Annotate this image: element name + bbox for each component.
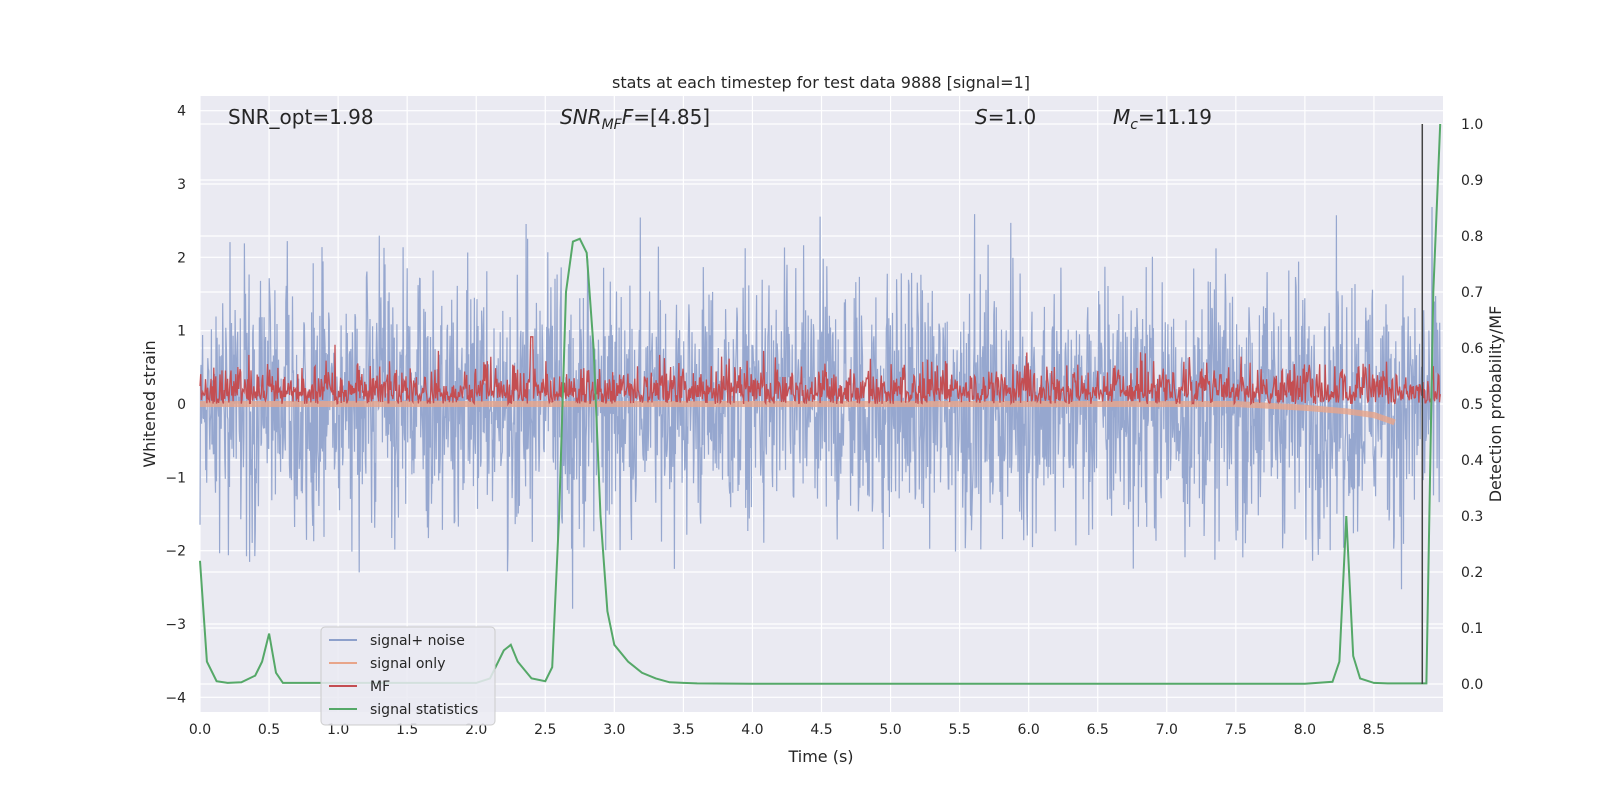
y-right-tick-label: 1.0	[1461, 117, 1483, 133]
y-right-axis-label: Detection probability/MF	[1486, 306, 1505, 503]
legend: signal+ noise signal only MF signal stat…	[320, 626, 496, 726]
annotation-s: S=1.0	[975, 105, 1036, 129]
y-right-tick-label: 0.9	[1461, 173, 1483, 189]
x-tick-label: 3.0	[603, 722, 625, 738]
y-right-tick-label: 0.2	[1461, 565, 1483, 581]
x-tick-label: 6.0	[1018, 722, 1040, 738]
x-tick-label: 7.5	[1225, 722, 1247, 738]
legend-label-signal-noise: signal+ noise	[370, 633, 465, 649]
y-axis-label: Whitened strain	[140, 340, 159, 467]
x-tick-label: 7.0	[1156, 722, 1178, 738]
x-tick-label: 0.5	[258, 722, 280, 738]
annotation-mc: Mc=11.19	[1113, 105, 1212, 133]
x-tick-label: 5.0	[879, 722, 901, 738]
series-signal-statistics	[199, 123, 1442, 685]
x-tick-label: 8.5	[1363, 722, 1385, 738]
y-tick-label: 4	[177, 104, 186, 120]
chart-title: stats at each timestep for test data 988…	[612, 73, 1030, 92]
series-signal-noise	[199, 206, 1441, 609]
x-tick-label: 1.5	[396, 722, 418, 738]
legend-label-signal-statistics: signal statistics	[370, 702, 478, 718]
legend-box	[320, 626, 496, 726]
x-tick-label: 1.0	[327, 722, 349, 738]
y-tick-label: −2	[165, 544, 186, 560]
series-mf	[199, 336, 1441, 407]
x-tick-label: 0.0	[189, 722, 211, 738]
annotation-snr-opt: SNR_opt=1.98	[228, 105, 374, 129]
series-signal-only	[200, 401, 1396, 426]
y-tick-label: 2	[177, 250, 186, 266]
y-tick-label: −4	[165, 690, 186, 706]
y-right-tick-label: 0.6	[1461, 341, 1483, 357]
x-tick-label: 6.5	[1087, 722, 1109, 738]
annotation-snr-mf: SNRMFF=[4.85]	[560, 105, 710, 133]
y-tick-label: −1	[165, 470, 186, 486]
x-axis-label: Time (s)	[787, 747, 853, 766]
y-right-tick-label: 0.7	[1461, 285, 1483, 301]
x-tick-label: 2.0	[465, 722, 487, 738]
series-layer	[199, 123, 1442, 685]
legend-label-mf: MF	[370, 679, 390, 695]
y-tick-label: 0	[177, 397, 186, 413]
x-tick-label: 4.0	[741, 722, 763, 738]
x-tick-label: 5.5	[948, 722, 970, 738]
y-tick-label: 1	[177, 324, 186, 340]
y-right-tick-label: 0.4	[1461, 453, 1483, 469]
y-tick-label: −3	[165, 617, 186, 633]
x-tick-label: 2.5	[534, 722, 556, 738]
y-tick-label: 3	[177, 177, 186, 193]
legend-label-signal-only: signal only	[370, 656, 445, 672]
y-right-tick-label: 0.5	[1461, 397, 1483, 413]
y-right-tick-label: 0.0	[1461, 677, 1483, 693]
x-tick-label: 8.0	[1294, 722, 1316, 738]
x-tick-label: 4.5	[810, 722, 832, 738]
x-tick-label: 3.5	[672, 722, 694, 738]
y-right-tick-label: 0.3	[1461, 509, 1483, 525]
ticks: 0.0 0.5 1.0 1.5 2.0 2.5 3.0 3.5 4.0 4.5 5.0 5.5 6.0 6…	[165, 104, 1483, 738]
y-right-tick-label: 0.8	[1461, 229, 1483, 245]
y-right-tick-label: 0.1	[1461, 621, 1483, 637]
